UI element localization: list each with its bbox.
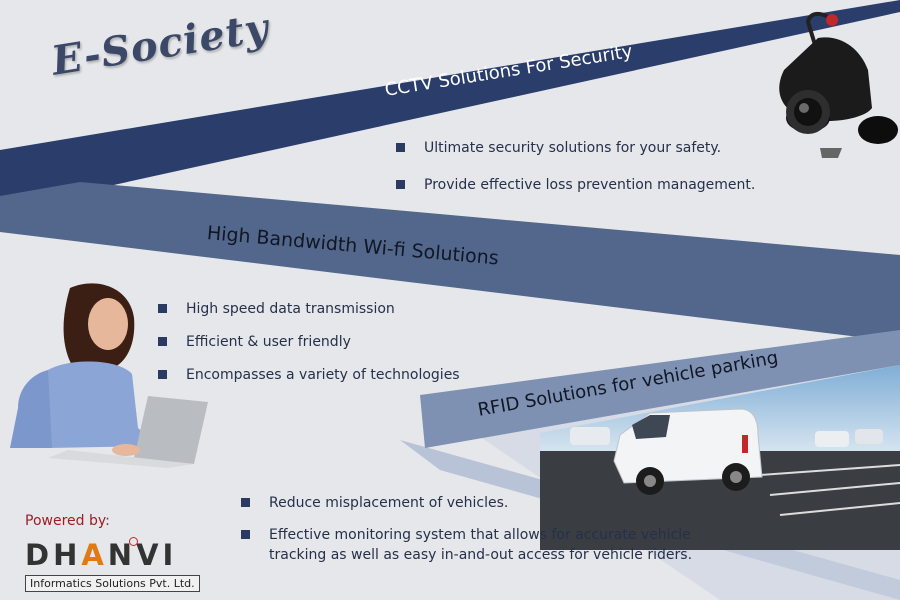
powered-by-label: Powered by: — [25, 513, 110, 529]
bullet-square-icon — [158, 304, 167, 313]
list-item: Reduce misplacement of vehicles. — [241, 493, 711, 513]
company-logo: DHANVI — [25, 538, 178, 572]
bullet-square-icon — [241, 530, 250, 539]
list-item: Encompasses a variety of technologies — [158, 365, 460, 385]
rfid-band — [420, 330, 900, 448]
list-item: Effective monitoring system that allows … — [241, 525, 711, 565]
cctv-band — [0, 0, 900, 210]
list-item: Provide effective loss prevention manage… — [396, 175, 755, 195]
list-item: Efficient & user friendly — [158, 332, 460, 352]
bullet-square-icon — [396, 180, 405, 189]
company-tagline: Informatics Solutions Pvt. Ltd. — [25, 575, 200, 592]
parking-van-image — [540, 365, 900, 550]
registered-mark-icon — [129, 537, 138, 546]
bullet-square-icon — [158, 337, 167, 346]
wifi-band — [0, 182, 900, 342]
wifi-bullet-list: High speed data transmission Efficient &… — [158, 299, 460, 398]
bullet-square-icon — [396, 143, 405, 152]
cctv-bullet-list: Ultimate security solutions for your saf… — [396, 138, 755, 212]
bullet-square-icon — [158, 370, 167, 379]
bullet-square-icon — [241, 498, 250, 507]
list-item: Ultimate security solutions for your saf… — [396, 138, 755, 158]
rfid-bullet-list: Reduce misplacement of vehicles. Effecti… — [241, 493, 711, 577]
cctv-camera-image — [779, 11, 898, 158]
list-item: High speed data transmission — [158, 299, 460, 319]
woman-laptop-image — [10, 283, 208, 468]
